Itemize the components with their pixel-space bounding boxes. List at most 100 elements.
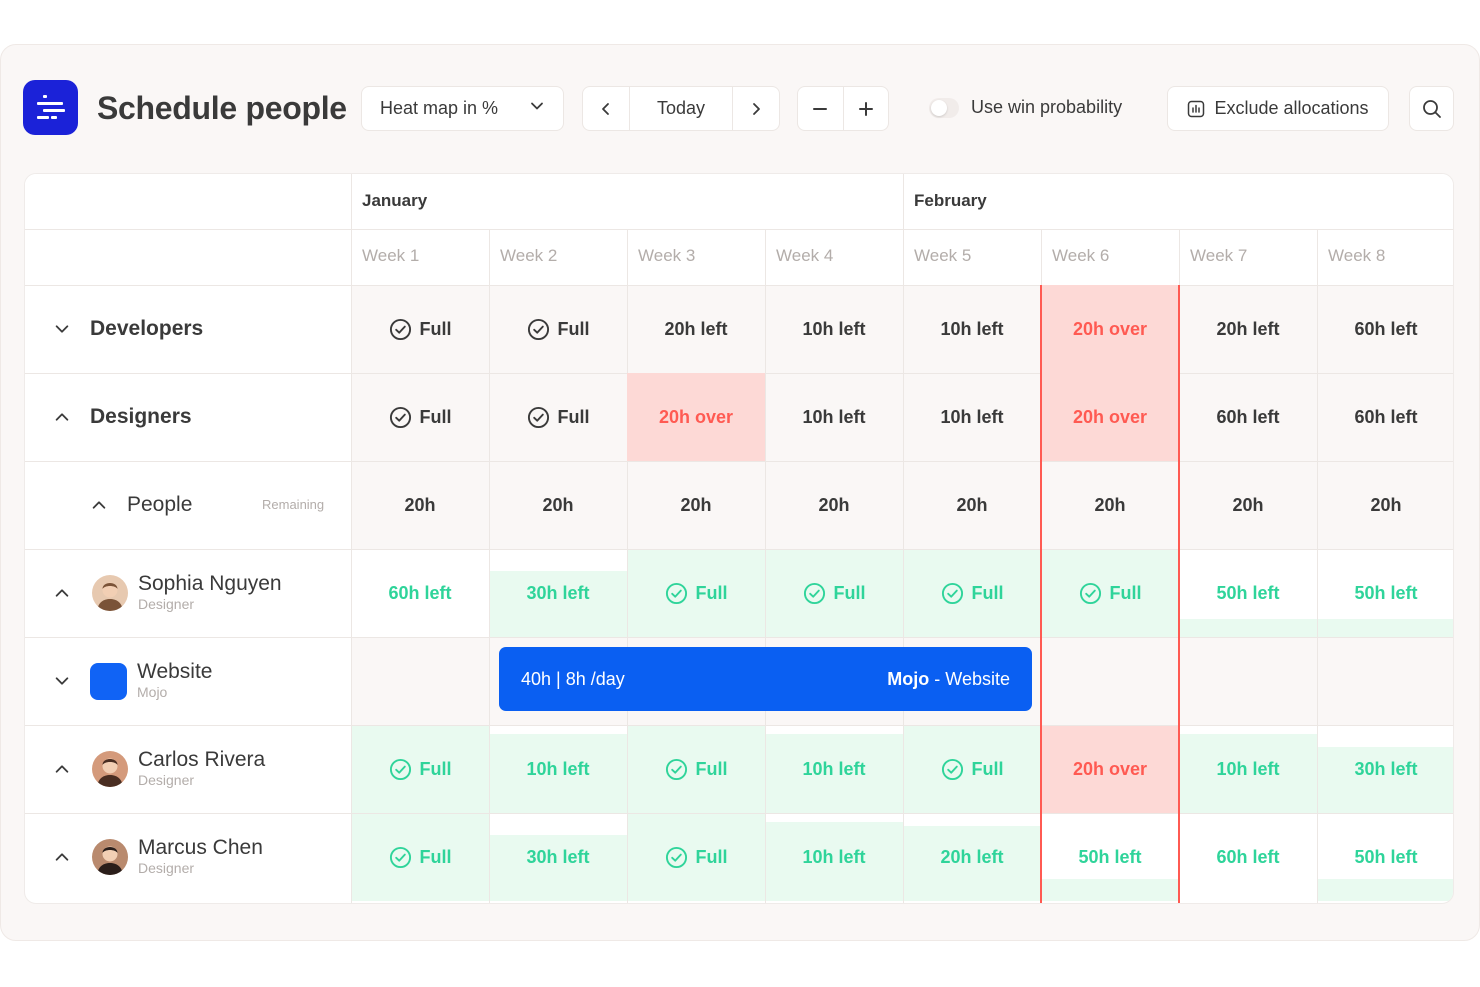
check-circle-icon [389, 406, 411, 428]
project-row[interactable]: Website Mojo [52, 637, 212, 725]
capacity-cell[interactable]: Full [627, 549, 765, 637]
capacity-cell[interactable]: 10h left [903, 373, 1041, 461]
capacity-cell[interactable]: 30h left [489, 549, 627, 637]
capacity-cell[interactable]: 10h left [903, 285, 1041, 373]
capacity-cell[interactable]: 60h left [351, 549, 489, 637]
capacity-cell[interactable]: Full [627, 813, 765, 901]
capacity-fill [765, 822, 903, 901]
grid-row-line [25, 813, 1453, 814]
check-circle-icon [389, 846, 411, 868]
week-header: Week 6 [1052, 246, 1110, 265]
capacity-cell[interactable]: 10h left [489, 725, 627, 813]
capacity-cell[interactable]: Full [351, 725, 489, 813]
capacity-cell[interactable]: Full [903, 549, 1041, 637]
capacity-label: Full [695, 758, 728, 779]
next-period-button[interactable] [733, 87, 779, 130]
person-info: Carlos Rivera Designer [138, 749, 265, 789]
check-circle-icon [527, 318, 549, 340]
capacity-label: 10h left [940, 406, 1004, 427]
chevron-down-icon[interactable] [52, 671, 72, 691]
grid-row-line [25, 285, 1453, 286]
capacity-cell[interactable]: Full [351, 373, 489, 461]
remaining-cell: 20h [489, 461, 627, 549]
page-title: Schedule people [97, 90, 347, 126]
allocation-bar[interactable]: 40h | 8h /day Mojo - Website [499, 647, 1032, 711]
over-fill [1041, 725, 1179, 813]
chevron-down-icon [529, 98, 545, 119]
person-name: Carlos Rivera [138, 748, 266, 771]
chevron-up-icon[interactable] [52, 407, 72, 427]
capacity-label: 20h over [658, 406, 734, 427]
capacity-fill [1179, 619, 1317, 637]
capacity-cell[interactable]: 10h left [765, 285, 903, 373]
capacity-cell[interactable]: 50h left [1179, 549, 1317, 637]
person-row[interactable]: Marcus Chen Designer [52, 813, 263, 901]
capacity-cell[interactable]: Full [351, 285, 489, 373]
capacity-cell[interactable]: 30h left [489, 813, 627, 901]
group-row-designers[interactable]: Designers [52, 373, 192, 461]
group-row-developers[interactable]: Developers [52, 285, 203, 373]
capacity-cell[interactable]: 20h over [1041, 285, 1179, 373]
capacity-cell[interactable]: 20h left [627, 285, 765, 373]
people-row[interactable]: People [89, 461, 192, 549]
capacity-cell[interactable]: Full [903, 725, 1041, 813]
capacity-cell[interactable]: 60h left [1179, 813, 1317, 901]
capacity-cell[interactable]: 50h left [1317, 549, 1453, 637]
capacity-cell[interactable]: Full [1041, 549, 1179, 637]
remaining-value: 20h [404, 494, 436, 515]
app-logo-icon[interactable] [23, 80, 78, 135]
capacity-fill [489, 571, 627, 637]
capacity-cell[interactable]: 30h left [1317, 725, 1453, 813]
win-probability-toggle[interactable] [929, 97, 959, 118]
zoom-in-button[interactable] [842, 87, 888, 130]
person-role: Designer [138, 772, 195, 788]
today-button[interactable]: Today [629, 87, 733, 130]
capacity-cell[interactable]: 10h left [765, 373, 903, 461]
capacity-cell[interactable]: 60h left [1179, 373, 1317, 461]
week-header: Week 7 [1190, 246, 1248, 265]
capacity-label: 20h left [940, 846, 1004, 867]
zoom-out-button[interactable] [798, 87, 843, 130]
capacity-label: 50h left [1078, 846, 1142, 867]
person-row[interactable]: Sophia Nguyen Designer [52, 549, 282, 637]
capacity-cell[interactable]: 60h left [1317, 285, 1453, 373]
capacity-cell[interactable]: Full [489, 373, 627, 461]
capacity-label: 50h left [1354, 582, 1418, 603]
minus-icon [813, 107, 828, 110]
prev-period-button[interactable] [583, 87, 629, 130]
capacity-fill [1041, 549, 1179, 637]
capacity-cell[interactable]: 10h left [765, 725, 903, 813]
person-info: Marcus Chen Designer [138, 837, 263, 877]
capacity-cell[interactable]: Full [489, 285, 627, 373]
chevron-down-icon[interactable] [52, 319, 72, 339]
check-circle-icon [1079, 582, 1101, 604]
capacity-cell[interactable]: 20h left [903, 813, 1041, 901]
capacity-cell[interactable]: 50h left [1317, 813, 1453, 901]
capacity-cell[interactable]: Full [765, 549, 903, 637]
capacity-cell[interactable]: 10h left [765, 813, 903, 901]
capacity-cell[interactable]: 60h left [1317, 373, 1453, 461]
capacity-cell[interactable]: 10h left [1179, 725, 1317, 813]
capacity-cell[interactable]: 50h left [1041, 813, 1179, 901]
chevron-up-icon[interactable] [52, 583, 72, 603]
capacity-cell[interactable]: Full [627, 725, 765, 813]
capacity-cell[interactable]: 20h over [1041, 725, 1179, 813]
chevron-up-icon[interactable] [52, 847, 72, 867]
view-mode-select[interactable]: Heat map in % [361, 86, 564, 131]
capacity-cell[interactable]: 20h left [1179, 285, 1317, 373]
capacity-label: 50h left [1216, 582, 1280, 603]
week6-right-line [1178, 285, 1180, 903]
chevron-up-icon[interactable] [89, 495, 109, 515]
search-button[interactable] [1409, 86, 1454, 131]
capacity-label: Full [971, 582, 1004, 603]
exclude-allocations-button[interactable]: Exclude allocations [1167, 86, 1389, 131]
grid-col-line [1041, 229, 1042, 285]
capacity-cell[interactable]: 20h over [1041, 373, 1179, 461]
chevron-up-icon[interactable] [52, 759, 72, 779]
capacity-cell[interactable]: Full [351, 813, 489, 901]
capacity-cell[interactable]: 20h over [627, 373, 765, 461]
avatar [92, 575, 128, 611]
capacity-label: Full [419, 846, 452, 867]
avatar [92, 751, 128, 787]
person-row[interactable]: Carlos Rivera Designer [52, 725, 265, 813]
